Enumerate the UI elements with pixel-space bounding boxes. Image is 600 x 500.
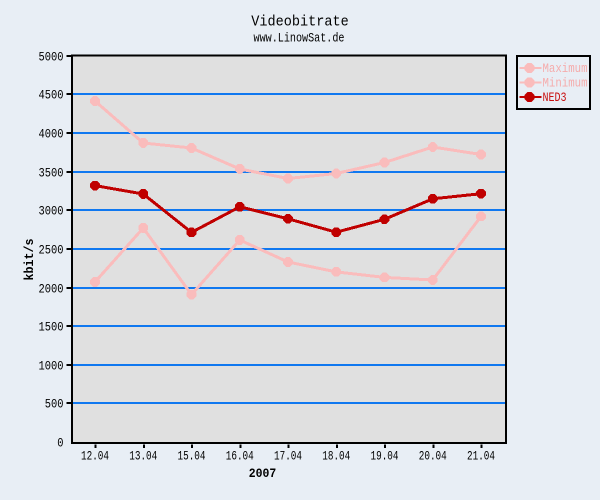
svg-text:19.04: 19.04 — [371, 450, 399, 464]
svg-text:4500: 4500 — [39, 89, 64, 103]
svg-text:4000: 4000 — [39, 128, 64, 142]
svg-text:13.04: 13.04 — [129, 450, 157, 464]
svg-text:3500: 3500 — [39, 167, 64, 181]
svg-text:17.04: 17.04 — [274, 450, 302, 464]
svg-text:kbit/s: kbit/s — [22, 238, 37, 280]
svg-text:2500: 2500 — [39, 244, 64, 258]
svg-text:www.LinowSat.de: www.LinowSat.de — [254, 30, 345, 45]
svg-text:21.04: 21.04 — [467, 450, 495, 464]
svg-text:1500: 1500 — [39, 321, 64, 335]
svg-text:16.04: 16.04 — [226, 450, 254, 464]
svg-text:3000: 3000 — [39, 205, 64, 219]
svg-text:1000: 1000 — [39, 360, 64, 374]
svg-text:15.04: 15.04 — [178, 450, 206, 464]
svg-text:12.04: 12.04 — [81, 450, 109, 464]
svg-text:5000: 5000 — [39, 51, 64, 65]
svg-text:18.04: 18.04 — [322, 450, 350, 464]
svg-text:Videobitrate: Videobitrate — [251, 14, 349, 30]
svg-text:500: 500 — [45, 398, 64, 412]
svg-text:0: 0 — [57, 437, 63, 451]
svg-text:2007: 2007 — [249, 467, 277, 481]
svg-text:20.04: 20.04 — [419, 450, 447, 464]
svg-text:NED3: NED3 — [543, 91, 567, 105]
svg-text:Minimum: Minimum — [543, 77, 588, 91]
svg-text:Maximum: Maximum — [543, 62, 588, 76]
svg-text:2000: 2000 — [39, 283, 64, 297]
